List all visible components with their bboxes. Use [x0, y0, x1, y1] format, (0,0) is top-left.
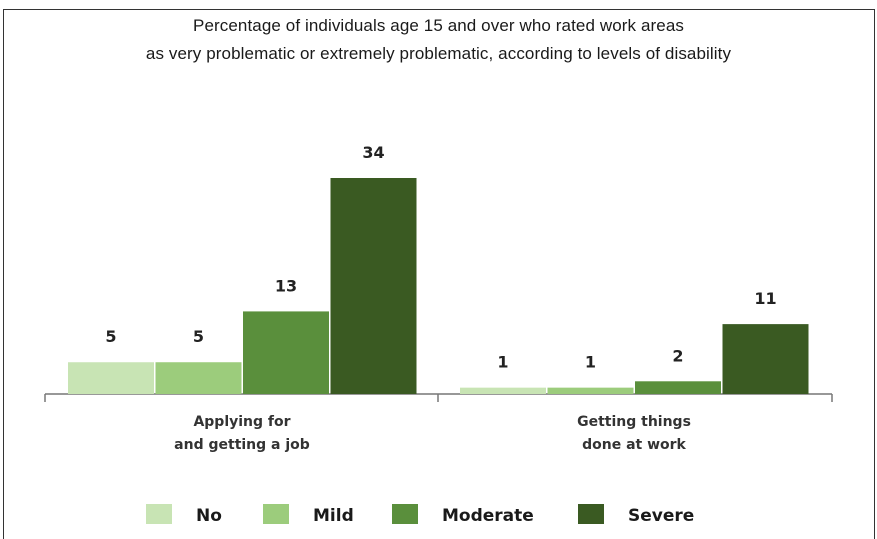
category-label-1-line-2: and getting a job	[174, 437, 310, 453]
legend-label-moderate: Moderate	[442, 506, 534, 526]
bar-moderate-1	[243, 311, 329, 394]
bar-no-2	[460, 387, 546, 394]
data-label-no-2: 1	[497, 353, 508, 372]
legend-swatch-mild	[263, 504, 289, 524]
data-label-severe-2: 11	[754, 289, 776, 308]
data-label-moderate-2: 2	[672, 346, 683, 365]
data-label-mild-1: 5	[193, 327, 204, 346]
bar-severe-2	[722, 324, 809, 394]
bar-mild-2	[547, 387, 634, 394]
legend-swatch-no	[146, 504, 172, 524]
bar-severe-1	[330, 178, 417, 394]
legend-swatch-moderate	[392, 504, 418, 524]
chart-title-line-1: Percentage of individuals age 15 and ove…	[193, 16, 684, 35]
chart-title-line-2: as very problematic or extremely problem…	[145, 44, 732, 63]
chart-frame	[3, 9, 875, 539]
legend-swatch-severe	[578, 504, 604, 524]
data-label-mild-2: 1	[585, 353, 596, 372]
bar-no-1	[68, 362, 154, 394]
data-label-severe-1: 34	[362, 143, 384, 162]
bar-moderate-2	[635, 381, 721, 394]
data-label-moderate-1: 13	[275, 276, 297, 295]
category-label-2-line-2: done at work	[582, 437, 686, 453]
legend-label-severe: Severe	[628, 506, 694, 526]
legend-label-mild: Mild	[313, 506, 354, 526]
bar-mild-1	[155, 362, 242, 394]
legend-label-no: No	[196, 506, 222, 526]
category-label-1-line-1: Applying for	[193, 414, 290, 430]
category-label-2-line-1: Getting things	[577, 414, 691, 430]
data-label-no-1: 5	[105, 327, 116, 346]
